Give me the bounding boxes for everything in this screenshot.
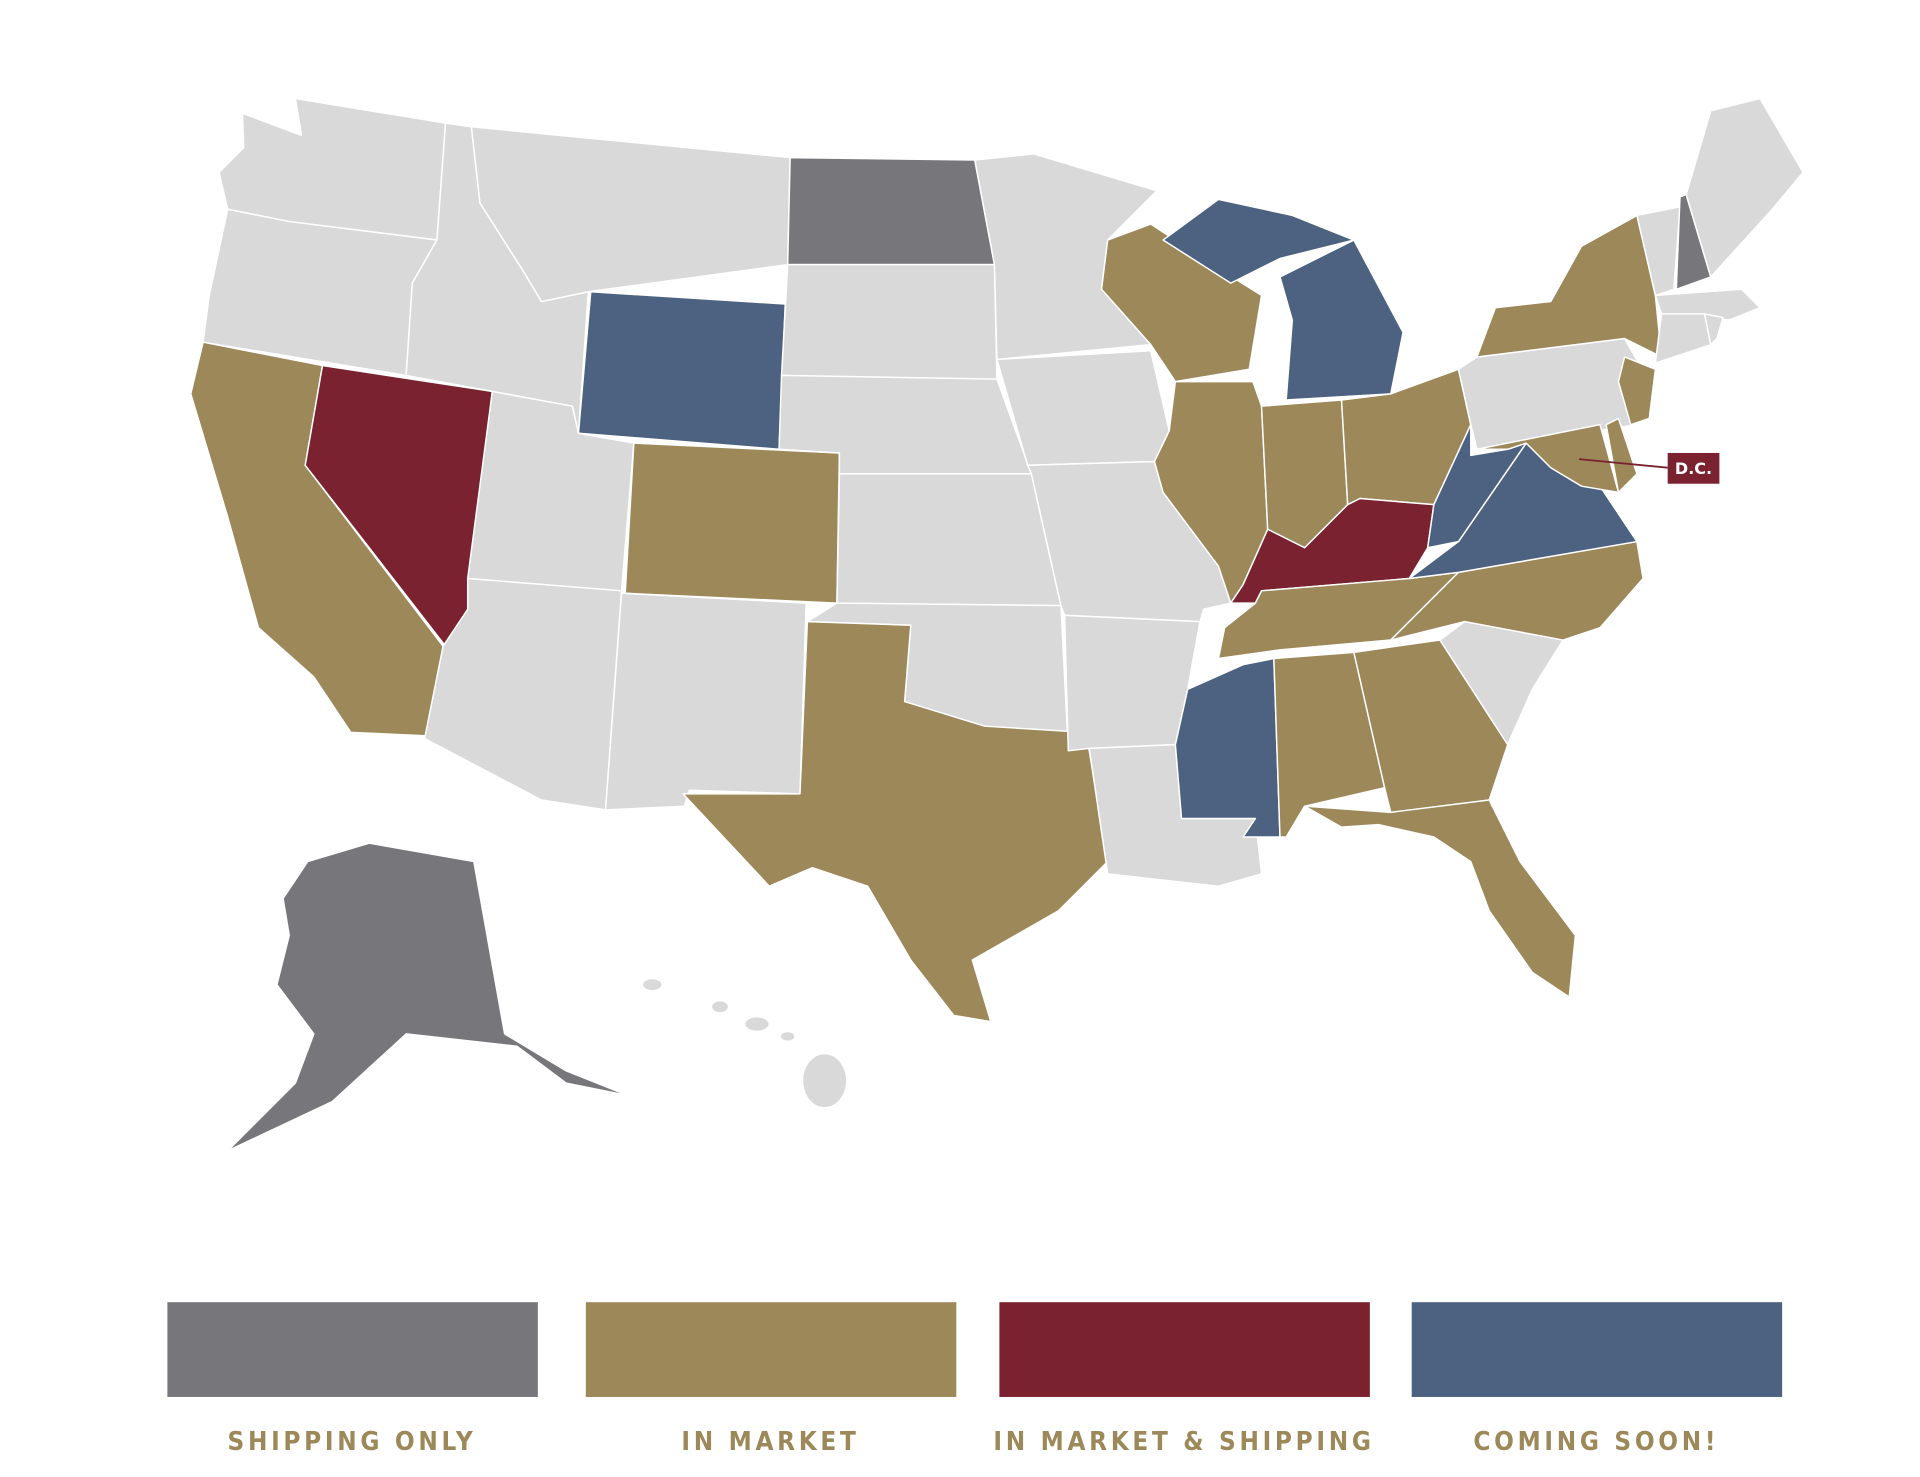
state-nd: [786, 156, 996, 266]
state-md: [1476, 423, 1620, 494]
state-me: [1685, 97, 1804, 278]
legend-swatch: [1411, 1302, 1783, 1397]
state-hi-island: [710, 999, 730, 1014]
legend-label: COMING SOON!: [1473, 1427, 1719, 1457]
state-co: [624, 442, 841, 604]
state-mi: [1279, 239, 1404, 401]
state-hi-island: [743, 1015, 770, 1033]
callout-box: [1667, 452, 1720, 484]
state-ri: [1703, 313, 1724, 346]
legend-swatch: [167, 1302, 538, 1397]
state-nj: [1617, 356, 1657, 426]
state-wv: [1426, 423, 1527, 549]
legend-label: SHIPPING ONLY: [228, 1427, 477, 1457]
state-hi-island: [779, 1030, 796, 1043]
state-nm: [604, 592, 807, 811]
state-ia: [996, 350, 1170, 467]
state-ak: [226, 842, 629, 1152]
legend-label: IN MARKET & SHIPPING: [993, 1427, 1374, 1457]
state-fl: [1303, 799, 1577, 998]
state-ct: [1654, 313, 1712, 364]
legend: SHIPPING ONLY IN MARKET IN MARKET & SHIPPI…: [167, 1302, 1783, 1457]
dc-callout: D.C.: [1578, 452, 1720, 484]
state-ny: [1476, 214, 1663, 358]
legend-label: IN MARKET: [681, 1427, 859, 1457]
callout-line: [1578, 458, 1668, 469]
state-ms: [1174, 657, 1281, 838]
state-hi-island: [641, 977, 663, 992]
state-hi-island: [801, 1052, 848, 1109]
callout-label: D.C.: [1675, 459, 1712, 478]
state-wy: [577, 290, 786, 451]
state-sd: [780, 263, 998, 383]
state-ma: [1654, 288, 1761, 321]
state-de: [1605, 417, 1638, 494]
legend-swatch: [585, 1302, 957, 1397]
state-sc: [1439, 620, 1564, 746]
state-vt: [1636, 206, 1681, 297]
state-tx: [682, 620, 1109, 1023]
states: [190, 97, 1804, 1152]
legend-swatch: [999, 1302, 1370, 1397]
state-ks: [836, 473, 1062, 607]
